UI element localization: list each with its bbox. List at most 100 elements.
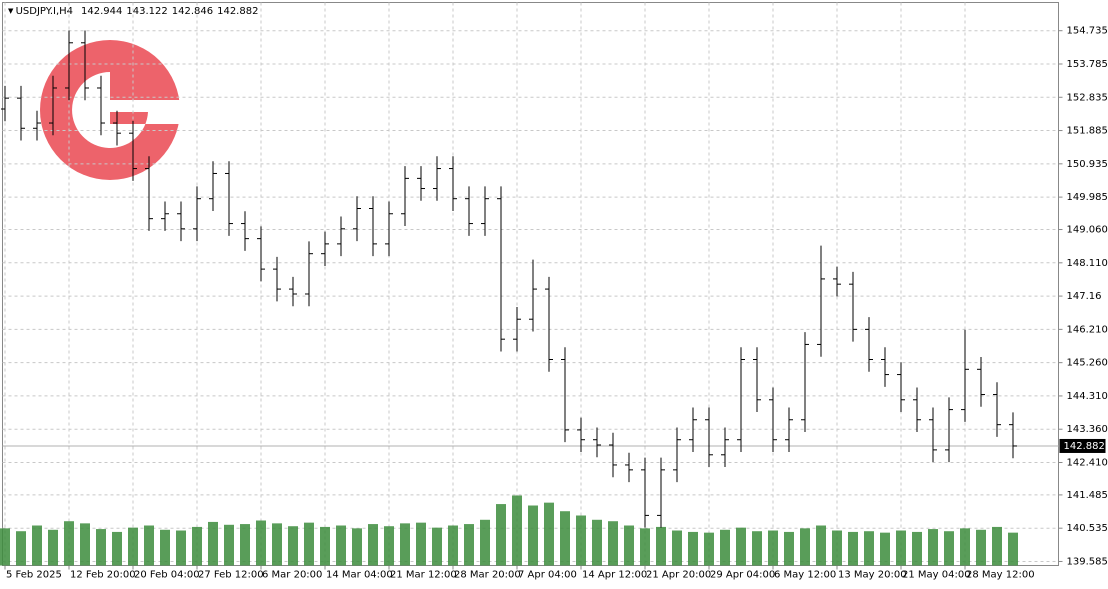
volume-bar: [960, 528, 970, 566]
y-tick-label: 145.260: [1067, 358, 1108, 369]
y-tick-label: 150.935: [1067, 159, 1108, 170]
volume-bar: [768, 530, 778, 566]
volume-bar: [928, 529, 938, 566]
volume-bar: [16, 531, 26, 566]
volume-bar: [832, 530, 842, 566]
volume-bar: [144, 525, 154, 566]
volume-bar: [512, 495, 522, 566]
x-tick-label: 6 May 12:00: [774, 570, 836, 581]
y-tick-label: 144.310: [1067, 391, 1108, 402]
volume-bar: [432, 527, 442, 566]
volume-bar: [720, 529, 730, 566]
y-tick-label: 148.110: [1067, 258, 1108, 269]
y-tick-label: 146.210: [1067, 324, 1108, 335]
x-tick-label: 29 Apr 04:00: [710, 570, 775, 581]
volume-bar: [624, 525, 634, 566]
volume-bar: [32, 525, 42, 566]
y-tick-label: 149.985: [1067, 192, 1108, 203]
volume-bar: [816, 525, 826, 566]
volume-bar: [448, 525, 458, 566]
volume-bar: [48, 529, 58, 566]
volume-bar: [576, 515, 586, 566]
volume-bar: [272, 523, 282, 566]
volume-bar: [896, 530, 906, 566]
x-tick-label: 28 May 12:00: [966, 570, 1035, 581]
volume-bar: [352, 528, 362, 566]
volume-bar: [608, 521, 618, 566]
x-tick-label: 21 May 04:00: [902, 570, 971, 581]
volume-bar: [912, 531, 922, 566]
x-tick-label: 14 Apr 12:00: [582, 570, 647, 581]
volume-bar: [464, 524, 474, 566]
volume-bar: [256, 520, 266, 566]
x-tick-label: 14 Mar 04:00: [326, 570, 393, 581]
volume-bar: [240, 524, 250, 566]
header-value: 142.882: [217, 6, 258, 17]
y-tick-label: 139.585: [1067, 556, 1108, 567]
header-value: 142.944: [81, 6, 122, 17]
x-tick-label: 20 Feb 04:00: [134, 570, 200, 581]
volume-bar: [0, 528, 10, 566]
y-tick-label: 140.535: [1067, 523, 1108, 534]
x-tick-label: 21 Mar 12:00: [390, 570, 457, 581]
volume-bar: [384, 526, 394, 566]
x-tick-label: 6 Mar 20:00: [262, 570, 322, 581]
symbol: USDJPY.I,H4: [16, 6, 73, 17]
volume-bar: [160, 529, 170, 566]
volume-bar: [320, 526, 330, 566]
volume-bar: [944, 531, 954, 566]
last-price-box: [1059, 438, 1106, 453]
volume-bar: [304, 522, 314, 566]
volume-bar: [672, 530, 682, 566]
x-tick-label: 27 Feb 12:00: [198, 570, 264, 581]
volume-bar: [224, 524, 234, 566]
volume-bar: [208, 521, 218, 566]
volume-bar: [544, 502, 554, 566]
volume-bar: [128, 527, 138, 566]
chart-header: ▼ USDJPY.I,H4 142.944 143.122 142.846 142.88…: [8, 6, 258, 17]
volume-bar: [784, 531, 794, 566]
volume-bar: [848, 531, 858, 566]
header-value: 142.846: [172, 6, 213, 17]
volume-bar: [736, 527, 746, 566]
volume-bar: [80, 523, 90, 566]
x-tick-label: 5 Feb 2025: [6, 570, 62, 581]
y-tick-label: 154.735: [1067, 26, 1108, 37]
header-value: 143.122: [126, 6, 167, 17]
volume-bar: [400, 523, 410, 566]
volume-bar: [416, 522, 426, 566]
volume-bar: [368, 524, 378, 566]
volume-bar: [496, 504, 506, 566]
volume-bar: [592, 519, 602, 566]
y-tick-label: 141.485: [1067, 490, 1108, 501]
volume-bar: [992, 526, 1002, 566]
x-tick-label: 12 Feb 20:00: [70, 570, 136, 581]
logo-g: [72, 72, 180, 148]
volume-bar: [176, 530, 186, 566]
volume-bar: [528, 505, 538, 566]
volume-bar: [800, 528, 810, 566]
volume-bar: [192, 526, 202, 566]
volume-bar: [288, 526, 298, 566]
y-tick-label: 147.16: [1067, 291, 1102, 302]
x-tick-label: 28 Mar 20:00: [454, 570, 521, 581]
volume-bar: [1008, 532, 1018, 566]
volume-bar: [480, 519, 490, 566]
watermark-logo: [40, 40, 180, 180]
last-price-label: 142.882: [1064, 441, 1105, 452]
y-tick-label: 142.410: [1067, 457, 1108, 468]
volume-bar: [688, 531, 698, 566]
volume-bar: [64, 521, 74, 566]
volume-bar: [560, 511, 570, 566]
volume-bar: [880, 532, 890, 566]
volume-bar: [864, 531, 874, 566]
y-tick-label: 151.885: [1067, 126, 1108, 137]
volume-bar: [112, 531, 122, 566]
x-tick-label: 7 Apr 04:00: [518, 570, 577, 581]
volume-bar: [704, 532, 714, 566]
y-tick-label: 153.785: [1067, 59, 1108, 70]
y-tick-label: 149.060: [1067, 225, 1108, 236]
x-tick-label: 13 May 20:00: [838, 570, 907, 581]
x-tick-label: 21 Apr 20:00: [646, 570, 711, 581]
